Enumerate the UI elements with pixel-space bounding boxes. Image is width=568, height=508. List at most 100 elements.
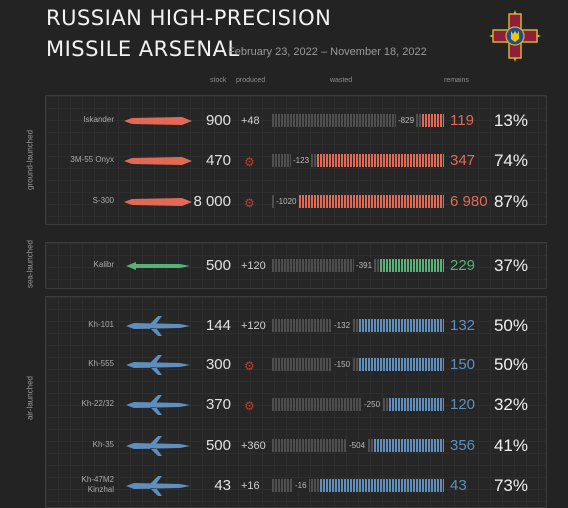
remains-stripe (383, 195, 385, 208)
remains-stripe (398, 398, 400, 411)
remains-stripe (410, 439, 412, 452)
wasted-stripe (350, 398, 352, 411)
remains-stripe (398, 259, 400, 272)
remains-stripe (434, 398, 436, 411)
wasted-stripe (374, 259, 376, 272)
produced-value: +120 (241, 320, 266, 332)
wasted-stripe (272, 154, 274, 167)
remains-stripe (422, 439, 424, 452)
remains-stripe (413, 319, 415, 332)
wasted-stripe (314, 154, 316, 167)
remains-stripe (434, 319, 436, 332)
wasted-stripe (299, 358, 301, 371)
wasted-stripe (296, 439, 298, 452)
remains-stripe (320, 479, 322, 492)
remains-stripe (440, 479, 442, 492)
wasted-stripe (353, 114, 355, 127)
wasted-stripe (389, 114, 391, 127)
wasted-stripe (278, 398, 280, 411)
remains-stripe (341, 154, 343, 167)
wasted-stripe (326, 114, 328, 127)
remains-percent: 13% (493, 111, 528, 130)
remains-stripe (443, 479, 444, 492)
wasted-stripe (383, 114, 385, 127)
remains-stripe (341, 195, 343, 208)
wasted-stripe (302, 259, 304, 272)
wasted-stripe (380, 114, 382, 127)
remains-stripe (374, 319, 376, 332)
remains-stripe (317, 195, 319, 208)
remains-stripe (389, 479, 391, 492)
remains-stripe (404, 439, 406, 452)
wasted-stripe (365, 114, 367, 127)
remains-stripe (386, 479, 388, 492)
wasted-stripe (281, 439, 283, 452)
wasted-stripe (392, 114, 394, 127)
remains-stripe (431, 358, 433, 371)
remains-stripe (431, 439, 433, 452)
wasted-stripe (311, 114, 313, 127)
remains-stripe (434, 114, 436, 127)
remains-percent: 87% (493, 192, 528, 211)
wasted-stripe (281, 319, 283, 332)
wasted-stripe (305, 398, 307, 411)
wasted-stripe (290, 319, 292, 332)
table-row: Kh-35 500 +360 -504 356 41% (0, 434, 568, 458)
wasted-stripe (329, 358, 331, 371)
remains-value: 229 (450, 257, 476, 274)
remains-stripe (389, 154, 391, 167)
remains-stripe (368, 319, 370, 332)
remains-stripe (440, 195, 442, 208)
wasted-stripe (350, 114, 352, 127)
wasted-remains-bar (272, 319, 444, 332)
wasted-stripe (311, 259, 313, 272)
wasted-stripe (290, 259, 292, 272)
remains-stripe (374, 195, 376, 208)
wasted-stripe (284, 319, 286, 332)
remains-stripe (350, 195, 352, 208)
wasted-value: -250 (362, 398, 383, 411)
missile-name: Kh-22/32 (81, 399, 114, 408)
remains-stripe (320, 195, 322, 208)
wasted-stripe (332, 439, 334, 452)
remains-stripe (434, 154, 436, 167)
wasted-stripe (383, 398, 385, 411)
remains-stripe (398, 479, 400, 492)
wasted-stripe (320, 319, 322, 332)
remains-stripe (404, 154, 406, 167)
remains-stripe (392, 319, 394, 332)
remains-stripe (359, 319, 361, 332)
wasted-stripe (329, 259, 331, 272)
remains-stripe (383, 259, 385, 272)
wasted-stripe (287, 154, 289, 167)
wasted-stripe (329, 114, 331, 127)
wasted-stripe (305, 259, 307, 272)
remains-stripe (326, 479, 328, 492)
remains-percent: 50% (493, 316, 528, 335)
remains-stripe (359, 358, 361, 371)
wasted-stripe (272, 195, 274, 208)
wasted-stripe (311, 479, 313, 492)
wasted-stripe (305, 114, 307, 127)
wasted-stripe (287, 358, 289, 371)
remains-stripe (395, 358, 397, 371)
wasted-stripe (371, 439, 373, 452)
remains-stripe (440, 358, 442, 371)
remains-stripe (383, 439, 385, 452)
remains-stripe (416, 319, 418, 332)
remains-stripe (404, 259, 406, 272)
wasted-stripe (353, 398, 355, 411)
remains-value: 347 (450, 152, 476, 169)
remains-stripe (407, 439, 409, 452)
wasted-stripe (356, 398, 358, 411)
wasted-stripe (320, 439, 322, 452)
remains-stripe (440, 114, 442, 127)
remains-stripe (398, 358, 400, 371)
remains-stripe (383, 479, 385, 492)
remains-stripe (440, 319, 442, 332)
remains-stripe (353, 154, 355, 167)
wasted-stripe (272, 398, 274, 411)
table-row: S-300 8 000 ⚙ -1020 6 980 87% (0, 190, 568, 214)
wasted-stripe (323, 319, 325, 332)
missile-silhouette-icon (126, 476, 190, 496)
